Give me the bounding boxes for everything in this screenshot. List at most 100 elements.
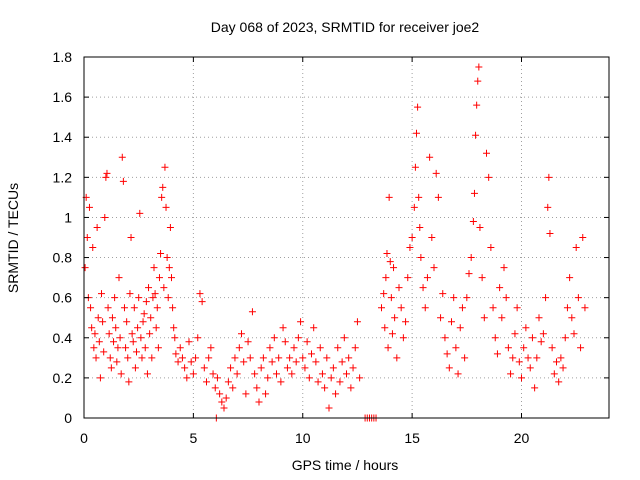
- data-point: [456, 324, 464, 332]
- data-point: [454, 370, 462, 378]
- y-tick-label: 0.6: [53, 290, 73, 306]
- data-point: [524, 354, 532, 362]
- data-point: [196, 290, 204, 298]
- data-point: [391, 314, 399, 322]
- data-point: [259, 354, 267, 362]
- data-point: [277, 378, 285, 386]
- grid-lines: [84, 57, 609, 418]
- y-tick-label: 0.2: [53, 370, 73, 386]
- data-point: [416, 223, 424, 231]
- data-point: [220, 404, 228, 412]
- data-point: [522, 324, 530, 332]
- data-point: [351, 344, 359, 352]
- data-point: [143, 370, 151, 378]
- data-point: [155, 274, 163, 282]
- data-point: [113, 358, 121, 366]
- data-point: [539, 330, 547, 338]
- data-point: [533, 354, 541, 362]
- data-point: [161, 163, 169, 171]
- data-point: [238, 330, 245, 338]
- data-point: [194, 334, 202, 342]
- data-point: [437, 314, 445, 322]
- data-point: [240, 358, 248, 366]
- data-point: [176, 344, 184, 352]
- data-point: [268, 358, 276, 366]
- data-point: [216, 390, 224, 398]
- data-point: [153, 304, 161, 312]
- data-point: [385, 193, 393, 201]
- data-point: [130, 304, 138, 312]
- data-point: [329, 364, 337, 372]
- data-point: [205, 354, 213, 362]
- data-point: [318, 370, 326, 378]
- data-point: [430, 264, 438, 272]
- data-point: [553, 358, 560, 366]
- data-point: [500, 264, 508, 272]
- data-point: [513, 304, 521, 312]
- data-point: [116, 334, 124, 342]
- data-point: [489, 304, 497, 312]
- data-point: [340, 334, 348, 342]
- data-point: [327, 374, 335, 382]
- data-point: [312, 358, 320, 366]
- data-point: [283, 364, 291, 372]
- data-point: [414, 103, 422, 111]
- data-point: [136, 209, 144, 217]
- data-point: [548, 344, 556, 352]
- data-point: [423, 274, 431, 282]
- data-point: [432, 169, 440, 177]
- data-point: [90, 344, 98, 352]
- data-point: [349, 364, 357, 372]
- data-point: [131, 364, 139, 372]
- data-point: [310, 324, 318, 332]
- data-point: [408, 234, 416, 241]
- data-point: [140, 310, 148, 318]
- data-point: [476, 223, 484, 231]
- data-point: [323, 354, 331, 362]
- data-point: [393, 354, 401, 362]
- data-point: [81, 264, 89, 272]
- data-point: [251, 370, 259, 378]
- data-point: [133, 348, 140, 356]
- data-point: [105, 330, 113, 338]
- axis-ticks: [83, 56, 609, 419]
- data-point: [297, 318, 305, 326]
- data-point: [441, 334, 449, 342]
- data-point: [439, 290, 447, 298]
- data-point: [504, 344, 512, 352]
- data-point: [566, 274, 574, 282]
- data-point: [395, 284, 403, 292]
- data-point: [164, 294, 172, 302]
- data-point: [98, 290, 105, 298]
- data-point: [171, 334, 179, 342]
- data-point: [111, 294, 119, 302]
- data-point: [92, 354, 100, 362]
- data-point: [472, 131, 480, 139]
- data-point: [535, 314, 543, 322]
- data-point: [511, 330, 519, 338]
- y-tick-label: 1.8: [53, 49, 73, 65]
- data-point: [100, 348, 108, 356]
- data-point: [557, 354, 565, 362]
- data-point: [417, 254, 425, 262]
- data-point: [103, 169, 111, 177]
- data-point: [213, 374, 221, 382]
- data-point: [170, 324, 178, 332]
- data-point: [467, 254, 475, 262]
- data-point: [520, 344, 528, 352]
- data-point: [397, 304, 405, 312]
- data-point: [555, 378, 563, 386]
- data-point: [102, 173, 110, 181]
- data-point: [211, 384, 219, 392]
- data-point: [166, 223, 174, 231]
- y-tick-label: 1: [64, 209, 72, 225]
- data-point: [448, 318, 455, 326]
- data-point: [149, 294, 157, 302]
- data-point: [411, 163, 419, 171]
- data-point: [353, 318, 361, 326]
- x-tick-label: 10: [295, 430, 311, 446]
- data-point: [183, 374, 191, 382]
- data-point: [231, 354, 239, 362]
- data-point: [493, 350, 501, 358]
